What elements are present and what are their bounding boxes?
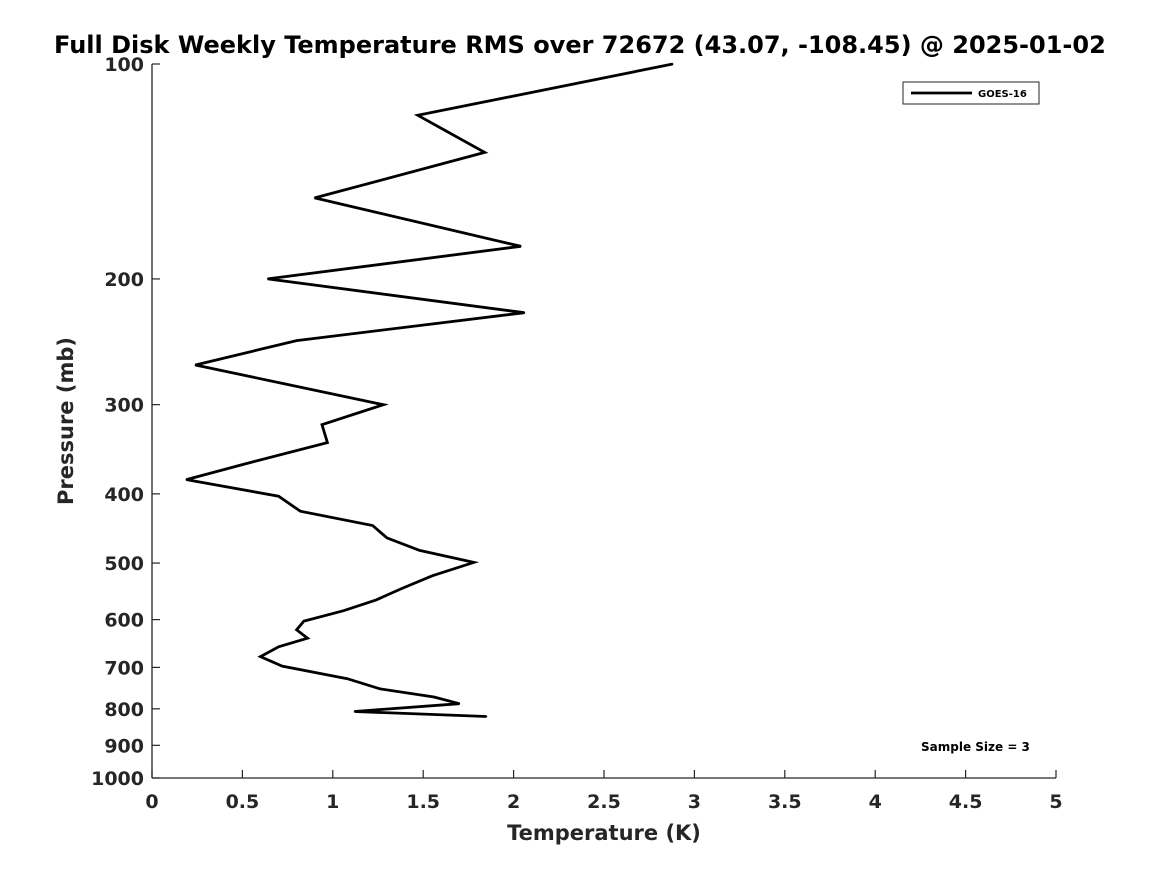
series-point: [313, 197, 316, 199]
legend: GOES-16: [902, 81, 1040, 105]
x-tick-label: 3.5: [768, 791, 802, 813]
series-point: [303, 620, 305, 622]
series-point: [418, 549, 421, 552]
series-point: [266, 278, 269, 280]
series-point: [400, 587, 403, 590]
y-tick-label: 200: [104, 269, 144, 291]
series-point: [379, 687, 381, 690]
plot-area: 0 0.5 1 1.5 2 2.5 3 3.5 4 4.5 5 100 200 300 400 500 600…: [91, 54, 1063, 813]
series-point: [342, 609, 345, 612]
x-tick-label: 5: [1049, 791, 1062, 813]
x-axis-label: Temperature (K): [507, 821, 701, 845]
y-tick-label: 800: [104, 699, 144, 721]
series-point: [520, 245, 522, 248]
series-point: [259, 655, 262, 658]
series-point: [185, 478, 188, 481]
series-point: [433, 696, 435, 698]
series-point: [295, 339, 298, 342]
y-tick-label: 1000: [91, 768, 144, 790]
series-point: [671, 63, 674, 65]
series-point: [241, 463, 244, 466]
series-point: [194, 364, 197, 366]
series-point: [523, 311, 526, 314]
sample-size-annotation: Sample Size = 3: [921, 740, 1030, 754]
series-point: [371, 524, 374, 527]
series-point: [326, 441, 329, 444]
series-point: [382, 403, 385, 406]
y-tick-label: 900: [104, 735, 144, 757]
series-point: [386, 537, 388, 539]
y-ticks: 100 200 300 400 500 600 700 800 900 1000: [91, 54, 160, 790]
series-point: [375, 599, 377, 601]
x-tick-label: 1: [326, 791, 339, 813]
y-tick-label: 100: [104, 54, 144, 76]
series-point: [473, 561, 475, 564]
series-point: [416, 114, 419, 117]
series-point: [458, 702, 461, 705]
legend-label-goes16: GOES-16: [978, 89, 1027, 100]
x-tick-label: 2: [507, 791, 520, 813]
series-point: [346, 677, 349, 680]
series-point: [306, 637, 309, 639]
y-tick-label: 500: [104, 553, 144, 575]
series-line-goes16: [186, 62, 673, 718]
y-tick-label: 400: [104, 484, 144, 506]
series-point: [295, 628, 298, 631]
series-point: [281, 665, 283, 667]
x-tick-label: 3: [688, 791, 701, 813]
chart-title: Full Disk Weekly Temperature RMS over 72…: [54, 31, 1106, 59]
x-tick-label: 2.5: [587, 791, 621, 813]
y-tick-label: 700: [104, 657, 144, 679]
series-points: [185, 63, 674, 718]
series-point: [277, 645, 280, 648]
series-point: [431, 575, 434, 577]
x-tick-label: 0: [145, 791, 158, 813]
x-ticks: 0 0.5 1 1.5 2 2.5 3 3.5 4 4.5 5: [145, 770, 1063, 813]
y-tick-label: 300: [104, 395, 144, 417]
series-point: [483, 151, 486, 154]
series-point: [299, 510, 302, 513]
x-tick-label: 0.5: [226, 791, 260, 813]
y-axis-label: Pressure (mb): [54, 337, 78, 505]
series-point: [353, 710, 356, 713]
series-point: [277, 495, 280, 497]
series-point: [321, 423, 323, 426]
series-point: [485, 715, 488, 718]
x-tick-label: 4: [869, 791, 882, 813]
x-tick-label: 4.5: [949, 791, 983, 813]
x-tick-label: 1.5: [406, 791, 440, 813]
y-tick-label: 600: [104, 610, 144, 632]
